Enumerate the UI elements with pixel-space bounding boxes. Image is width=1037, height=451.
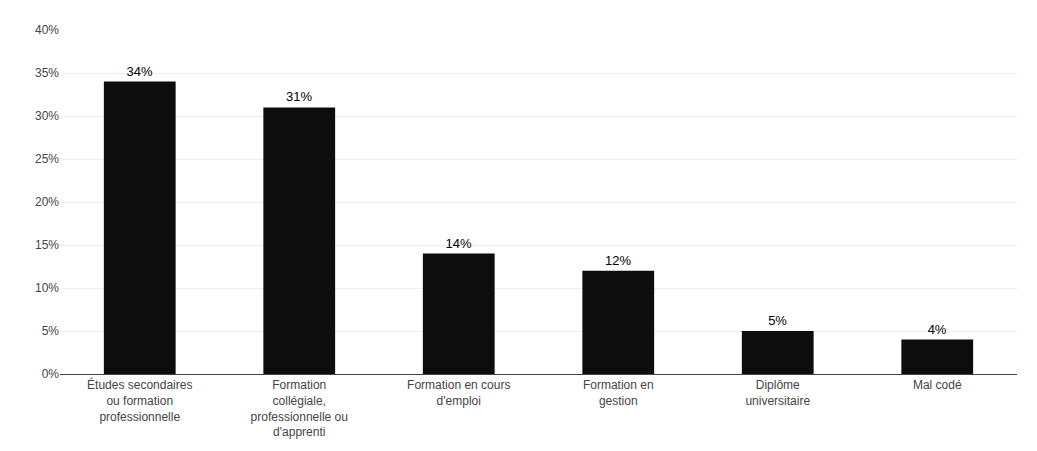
svg-text:0%: 0% (42, 367, 60, 381)
svg-text:4%: 4% (928, 322, 947, 337)
svg-text:15%: 15% (35, 238, 59, 252)
svg-text:40%: 40% (35, 23, 59, 37)
svg-text:30%: 30% (35, 109, 59, 123)
svg-text:Diplômeuniversitaire: Diplômeuniversitaire (745, 378, 810, 408)
svg-text:20%: 20% (35, 195, 59, 209)
svg-text:Formation engestion: Formation engestion (583, 378, 654, 408)
svg-text:5%: 5% (42, 324, 60, 338)
svg-text:Formation en coursd'emploi: Formation en coursd'emploi (407, 378, 510, 408)
svg-text:35%: 35% (35, 66, 59, 80)
svg-text:5%: 5% (768, 313, 787, 328)
svg-text:10%: 10% (35, 281, 59, 295)
svg-text:14%: 14% (446, 236, 472, 251)
svg-text:25%: 25% (35, 152, 59, 166)
svg-text:Formationcollégiale,profession: Formationcollégiale,professionnelle oud'… (251, 378, 348, 439)
svg-text:31%: 31% (286, 89, 312, 104)
svg-text:Mal codé: Mal codé (913, 378, 962, 392)
svg-text:Études secondairesou formation: Études secondairesou formationprofession… (87, 377, 192, 423)
svg-text:34%: 34% (127, 64, 153, 79)
svg-text:12%: 12% (605, 253, 631, 268)
